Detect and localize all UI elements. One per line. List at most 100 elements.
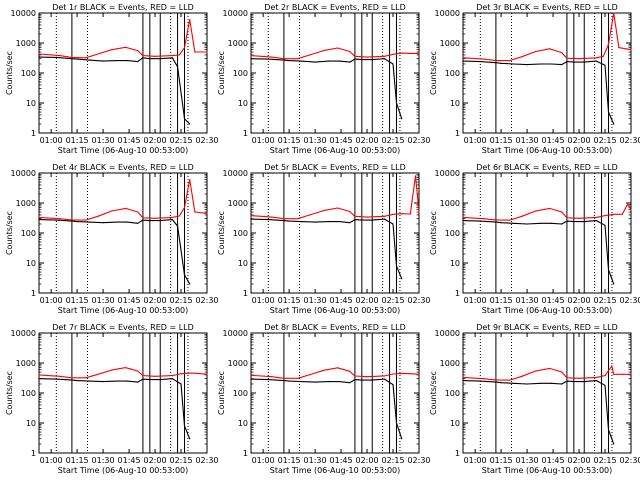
series-point — [323, 369, 325, 371]
chart-title: Det 1r BLACK = Events, RED = LLD — [52, 3, 194, 12]
x-axis-label: Start Time (06-Aug-10 00:53:00) — [58, 466, 189, 475]
x-tick-label: 01:45 — [330, 456, 353, 465]
series-point — [71, 377, 73, 379]
series-point — [71, 56, 73, 59]
y-axis-label: Counts/sec — [5, 51, 14, 95]
series-point — [283, 218, 285, 220]
series-point — [314, 381, 316, 383]
series-point — [338, 221, 340, 223]
series-point — [566, 61, 568, 63]
series-point — [328, 221, 330, 223]
series-point — [177, 66, 179, 68]
y-tick-label: 1000 — [16, 39, 36, 48]
detector-panel: 01:00 01:15 01:30 01:45 02:00 02:15 02:30 1 10 10… — [5, 163, 219, 315]
series-point — [526, 383, 528, 385]
series-point — [267, 58, 269, 60]
series-point — [85, 219, 87, 221]
series-point — [462, 216, 464, 218]
x-axis-label: Start Time (06-Aug-10 00:53:00) — [270, 466, 401, 475]
series-point — [250, 58, 252, 60]
series-line — [250, 367, 420, 379]
x-tick-label: 01:30 — [516, 296, 539, 305]
series-point — [116, 380, 118, 382]
y-tick-label: 1000 — [440, 199, 460, 208]
series-point — [300, 221, 302, 223]
x-tick-label: 01:30 — [304, 456, 327, 465]
y-axis-label: Counts/sec — [217, 211, 226, 255]
series-point — [383, 378, 385, 380]
y-tick-label: 10 — [26, 99, 36, 108]
y-tick-label: 1000 — [16, 359, 36, 368]
series-point — [354, 215, 356, 217]
x-tick-label: 01:30 — [92, 296, 115, 305]
x-tick-label: 01:00 — [464, 296, 487, 305]
series-line — [462, 220, 615, 285]
series-point — [535, 210, 537, 212]
y-tick-label: 100 — [233, 229, 248, 238]
series-point — [194, 211, 196, 213]
series-point — [189, 123, 191, 125]
series-point — [59, 218, 61, 220]
series-point — [180, 373, 182, 375]
series-point — [401, 213, 403, 215]
series-point — [171, 55, 173, 57]
y-tick-label: 100 — [445, 229, 460, 238]
x-tick-label: 01:00 — [252, 136, 275, 145]
series-point — [337, 367, 339, 369]
series-point — [392, 213, 394, 215]
series-point — [154, 217, 156, 219]
series-point — [338, 381, 340, 383]
x-tick-label: 02:00 — [568, 456, 591, 465]
y-tick-label: 10 — [450, 419, 460, 428]
series-point — [479, 380, 481, 382]
series-point — [500, 222, 502, 224]
series-point — [250, 218, 252, 220]
series-point — [526, 64, 528, 66]
x-tick-label: 01:30 — [304, 296, 327, 305]
x-tick-label: 02:00 — [144, 136, 167, 145]
chart-title: Det 4r BLACK = Events, RED = LLD — [52, 163, 194, 172]
series-line — [462, 380, 615, 445]
x-tick-label: 01:45 — [118, 296, 141, 305]
y-tick-label: 10000 — [11, 329, 36, 338]
series-point — [535, 50, 537, 53]
series-point — [159, 379, 161, 381]
series-point — [267, 219, 269, 221]
x-tick-label: 01:30 — [516, 456, 539, 465]
series-point — [401, 52, 403, 54]
x-axis-label: Start Time (06-Aug-10 00:53:00) — [270, 306, 401, 315]
series-point — [566, 57, 568, 59]
series-point — [613, 213, 615, 215]
x-tick-label: 01:30 — [304, 136, 327, 145]
series-point — [583, 381, 585, 383]
series-point — [561, 211, 563, 213]
series-point — [361, 379, 363, 381]
series-point — [392, 373, 394, 375]
y-axis-label: Counts/sec — [217, 371, 226, 415]
series-point — [607, 269, 610, 271]
series-point — [549, 48, 551, 50]
series-point — [125, 367, 127, 369]
series-point — [142, 55, 144, 57]
x-tick-label: 01:15 — [490, 296, 513, 305]
y-tick-label: 1 — [243, 289, 248, 298]
x-tick-label: 02:15 — [593, 136, 616, 145]
series-point — [366, 56, 368, 58]
x-tick-label: 01:00 — [252, 296, 275, 305]
series-point — [550, 222, 552, 224]
series-point — [283, 58, 285, 60]
series-point — [573, 221, 575, 223]
series-point — [483, 378, 485, 380]
series-point — [171, 57, 173, 59]
x-tick-label: 01:45 — [542, 136, 565, 145]
y-axis-label: Counts/sec — [429, 51, 438, 95]
series-line — [250, 175, 420, 220]
series-point — [535, 370, 537, 372]
series-point — [59, 375, 61, 377]
series-point — [561, 223, 563, 225]
series-point — [604, 375, 606, 377]
series-point — [88, 221, 90, 223]
series-line — [38, 219, 191, 285]
series-point — [137, 381, 139, 383]
x-tick-label: 02:30 — [195, 296, 218, 305]
